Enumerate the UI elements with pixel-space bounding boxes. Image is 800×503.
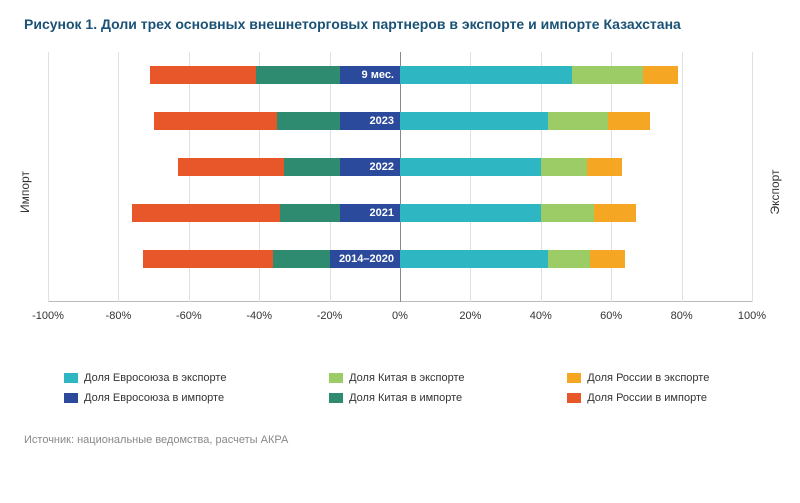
seg-import-china <box>277 112 340 130</box>
row-label: 9 мес. 2024 <box>340 66 400 84</box>
x-tick-label: -100% <box>32 310 64 322</box>
seg-export-china <box>541 204 594 222</box>
bar-row: 2014–2020 <box>48 250 752 268</box>
source-text: Источник: национальные ведомства, расчет… <box>24 434 776 446</box>
legend-item: Доля Евросоюза в импорте <box>64 392 293 404</box>
legend-swatch <box>329 373 343 383</box>
legend-swatch <box>64 373 78 383</box>
row-label: 2021 <box>340 204 400 222</box>
seg-export-russia <box>608 112 650 130</box>
seg-export-eu <box>400 112 548 130</box>
legend-item: Доля Китая в импорте <box>329 392 531 404</box>
plot-area: -100%-80%-60%-40%-20%0%20%40%60%80%100%9… <box>48 52 752 302</box>
seg-import-russia <box>150 66 256 84</box>
x-tick-label: -40% <box>246 310 272 322</box>
seg-import-russia <box>154 112 277 130</box>
x-tick-label: 60% <box>600 310 622 322</box>
seg-export-russia <box>594 204 636 222</box>
gridline <box>752 52 753 302</box>
seg-import-russia <box>178 158 284 176</box>
legend-label: Доля Китая в экспорте <box>349 372 464 384</box>
chart-container: Импорт Экспорт -100%-80%-60%-40%-20%0%20… <box>24 52 776 332</box>
seg-import-russia <box>143 250 273 268</box>
legend-item: Доля Китая в экспорте <box>329 372 531 384</box>
seg-export-china <box>541 158 587 176</box>
row-label: 2023 <box>340 112 400 130</box>
legend: Доля Евросоюза в экспорте Доля Китая в эк… <box>64 372 776 404</box>
legend-swatch <box>567 393 581 403</box>
legend-item: Доля России в экспорте <box>567 372 776 384</box>
x-tick-label: 20% <box>459 310 481 322</box>
seg-import-china <box>256 66 340 84</box>
legend-label: Доля России в экспорте <box>587 372 709 384</box>
x-tick-label: 40% <box>530 310 552 322</box>
legend-item: Доля России в импорте <box>567 392 776 404</box>
seg-export-china <box>572 66 642 84</box>
row-label: 2014–2020 <box>330 250 400 268</box>
seg-export-eu <box>400 250 548 268</box>
legend-label: Доля России в импорте <box>587 392 707 404</box>
legend-item: Доля Евросоюза в экспорте <box>64 372 293 384</box>
bar-row: 2023 <box>48 112 752 130</box>
x-tick-label: 0% <box>392 310 408 322</box>
legend-swatch <box>64 393 78 403</box>
legend-swatch <box>329 393 343 403</box>
seg-export-eu <box>400 204 541 222</box>
bar-row: 2021 <box>48 204 752 222</box>
bar-row: 9 мес. 2024 <box>48 66 752 84</box>
seg-export-russia <box>643 66 678 84</box>
seg-export-eu <box>400 158 541 176</box>
seg-import-china <box>280 204 340 222</box>
row-label: 2022 <box>340 158 400 176</box>
seg-export-eu <box>400 66 572 84</box>
seg-import-china <box>273 250 329 268</box>
seg-export-china <box>548 112 608 130</box>
seg-import-russia <box>132 204 280 222</box>
x-tick-label: -80% <box>106 310 132 322</box>
bar-row: 2022 <box>48 158 752 176</box>
seg-export-china <box>548 250 590 268</box>
x-tick-label: -20% <box>317 310 343 322</box>
legend-label: Доля Китая в импорте <box>349 392 462 404</box>
seg-export-russia <box>590 250 625 268</box>
y-axis-label-left: Импорт <box>18 171 32 213</box>
legend-label: Доля Евросоюза в импорте <box>84 392 224 404</box>
legend-label: Доля Евросоюза в экспорте <box>84 372 226 384</box>
x-tick-label: -60% <box>176 310 202 322</box>
y-axis-label-right: Экспорт <box>768 169 782 214</box>
legend-swatch <box>567 373 581 383</box>
x-tick-label: 100% <box>738 310 766 322</box>
seg-import-china <box>284 158 340 176</box>
chart-title: Рисунок 1. Доли трех основных внешнеторг… <box>24 16 776 32</box>
seg-export-russia <box>587 158 622 176</box>
x-tick-label: 80% <box>671 310 693 322</box>
